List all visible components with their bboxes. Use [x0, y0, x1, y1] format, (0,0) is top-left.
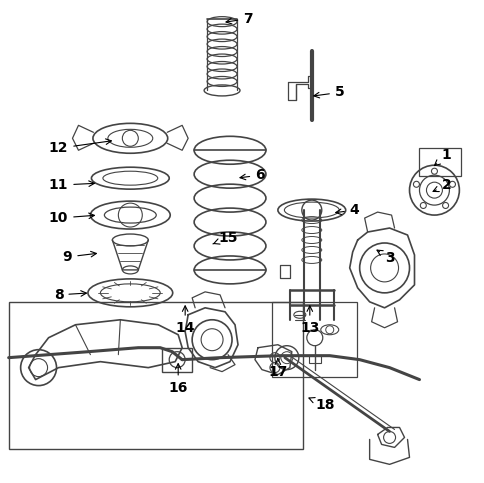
Text: 13: 13 — [300, 306, 319, 335]
Text: 4: 4 — [335, 203, 359, 217]
Text: 16: 16 — [168, 364, 187, 395]
Bar — [272, 302, 356, 377]
Text: 8: 8 — [54, 288, 86, 302]
Text: 2: 2 — [432, 178, 450, 192]
Text: 15: 15 — [212, 231, 237, 245]
Bar — [308, 355, 320, 363]
Text: 14: 14 — [175, 306, 195, 335]
Bar — [162, 348, 192, 371]
Text: 18: 18 — [308, 398, 334, 412]
Text: 17: 17 — [268, 359, 287, 379]
Text: 9: 9 — [62, 250, 96, 264]
Bar — [9, 302, 302, 449]
Text: 12: 12 — [49, 139, 111, 155]
Bar — [419, 148, 460, 176]
Text: 6: 6 — [240, 168, 264, 182]
Text: 7: 7 — [226, 12, 252, 26]
Text: 5: 5 — [313, 85, 344, 99]
Text: 1: 1 — [434, 148, 450, 166]
Text: 11: 11 — [49, 178, 94, 192]
Text: 10: 10 — [49, 211, 94, 225]
Text: 3: 3 — [376, 250, 393, 265]
